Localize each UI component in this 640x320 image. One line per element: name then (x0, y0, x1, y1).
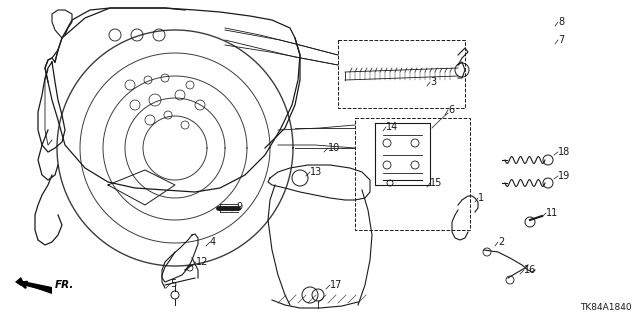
Text: 16: 16 (524, 265, 536, 275)
Text: 3: 3 (430, 77, 436, 87)
Text: 18: 18 (558, 147, 570, 157)
Polygon shape (15, 277, 52, 294)
Text: 4: 4 (210, 237, 216, 247)
Text: FR.: FR. (55, 280, 74, 290)
Text: 7: 7 (558, 35, 564, 45)
Text: TK84A1840: TK84A1840 (580, 303, 632, 312)
Text: 8: 8 (558, 17, 564, 27)
Text: 10: 10 (328, 143, 340, 153)
Bar (338, 40, 465, 108)
Text: 1: 1 (478, 193, 484, 203)
Text: 2: 2 (498, 237, 504, 247)
Text: 9: 9 (236, 202, 242, 212)
Text: 13: 13 (310, 167, 323, 177)
Text: 15: 15 (430, 178, 442, 188)
Text: 14: 14 (386, 122, 398, 132)
Text: 12: 12 (196, 257, 209, 267)
Bar (355, 118, 470, 230)
Text: 11: 11 (546, 208, 558, 218)
Text: 5: 5 (170, 279, 176, 289)
Text: 6: 6 (448, 105, 454, 115)
Text: 19: 19 (558, 171, 570, 181)
Text: 17: 17 (330, 280, 342, 290)
